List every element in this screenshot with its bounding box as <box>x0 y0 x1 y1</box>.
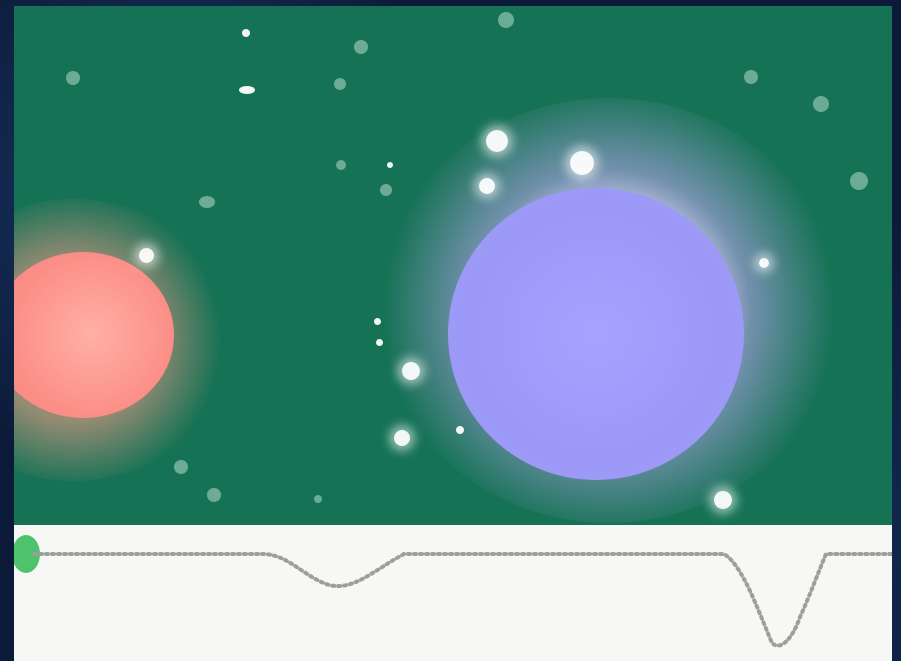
faint-star-11 <box>174 460 188 474</box>
faint-star-13 <box>314 495 322 503</box>
faint-star-6 <box>336 160 346 170</box>
bright-star-1 <box>139 248 154 263</box>
faint-star-3 <box>498 12 514 28</box>
bright-star-5 <box>402 362 420 380</box>
small-star-4 <box>376 339 383 346</box>
bright-star-6 <box>394 430 410 446</box>
faint-star-4 <box>334 78 346 90</box>
light-curve <box>32 552 892 648</box>
faint-star-8 <box>744 70 758 84</box>
bright-star-3 <box>570 151 594 175</box>
faint-star-1 <box>66 71 80 85</box>
small-star-2 <box>239 86 255 94</box>
small-star-6 <box>387 162 393 168</box>
faint-star-10 <box>850 172 868 190</box>
red-star <box>14 252 174 418</box>
binary-star-scene <box>14 6 892 525</box>
bright-star-2 <box>486 130 508 152</box>
small-star-1 <box>242 29 250 37</box>
faint-star-7 <box>380 184 392 196</box>
faint-star-2 <box>354 40 368 54</box>
small-star-3 <box>374 318 381 325</box>
faint-star-12 <box>207 488 221 502</box>
bright-star-4 <box>479 178 495 194</box>
bright-star-8 <box>759 258 769 268</box>
faint-star-9 <box>813 96 829 112</box>
blue-star <box>448 188 744 480</box>
faint-star-5 <box>199 196 215 208</box>
light-curve-path <box>32 552 892 648</box>
light-curve-panel <box>14 525 892 661</box>
bright-star-7 <box>714 491 732 509</box>
small-star-5 <box>456 426 464 434</box>
